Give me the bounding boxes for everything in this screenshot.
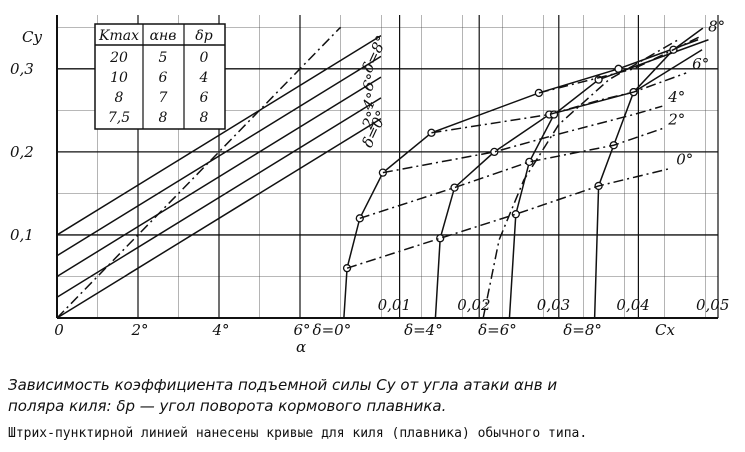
table-cell: 20 xyxy=(109,50,128,66)
x-tick-label: 6° xyxy=(293,321,310,339)
x-tick-label: 4° xyxy=(211,321,229,339)
series-label: 8° xyxy=(708,18,725,36)
y-tick-label: 0,3 xyxy=(10,60,34,78)
alpha-line xyxy=(538,34,703,94)
polar-curve xyxy=(343,39,699,319)
cy-alpha-line xyxy=(56,76,382,278)
x-tick-label: 0,01 xyxy=(378,296,411,314)
x-axis-label: Cx xyxy=(655,321,675,339)
point-marker xyxy=(511,210,520,219)
table-cell: 4 xyxy=(199,70,209,86)
table-cell: 6 xyxy=(200,90,209,106)
cy-alpha-line xyxy=(56,118,382,319)
x-tick-label: 0,03 xyxy=(537,296,570,314)
series-label: δ=4° xyxy=(404,321,443,339)
alpha-line xyxy=(431,72,687,134)
point-marker xyxy=(436,234,445,243)
table-header: αнв xyxy=(150,28,177,44)
y-tick-label: 0,1 xyxy=(10,226,34,244)
table-header: δр xyxy=(195,28,212,44)
table-cell: 8 xyxy=(159,110,168,126)
series-label: 6° xyxy=(358,71,382,94)
series-label: 4° xyxy=(667,88,685,106)
alpha-line xyxy=(382,105,663,174)
x-tick-label: 0,04 xyxy=(616,296,649,314)
cy-alpha-line xyxy=(56,26,342,319)
table-cell: 7 xyxy=(159,90,168,106)
caption: Штрих-пунктирной линией нанесены кривые … xyxy=(8,426,587,441)
cy-alpha-line xyxy=(56,97,382,298)
series-label: 2° xyxy=(358,109,382,133)
x-tick-label: 0,02 xyxy=(457,296,490,314)
table-cell: 5 xyxy=(159,50,168,66)
y-axis-label: Cy xyxy=(22,28,42,46)
table-cell: 6 xyxy=(159,70,168,86)
table-cell: 8 xyxy=(115,90,124,106)
x-axis-label: α xyxy=(296,338,306,356)
polar-curve xyxy=(593,27,704,319)
cy-alpha-line xyxy=(56,34,382,236)
alpha-line xyxy=(346,167,671,269)
cy-alpha-line xyxy=(56,55,382,257)
series-label: 4° xyxy=(358,90,382,114)
series-label: 6° xyxy=(692,55,709,73)
series-label: 0° xyxy=(676,151,693,169)
table-header: Kmax xyxy=(98,28,139,44)
caption: Зависимость коэффициента подъемной силы … xyxy=(8,376,557,394)
table-cell: 10 xyxy=(110,70,128,86)
series-label: δ=6° xyxy=(478,321,517,339)
caption: поляра киля: δр — угол поворота кормовог… xyxy=(8,397,446,415)
table-cell: 8 xyxy=(200,110,209,126)
table-cell: 7,5 xyxy=(108,110,130,126)
x-tick-label: 0,05 xyxy=(696,296,729,314)
series-label: 2° xyxy=(667,111,685,129)
point-marker xyxy=(450,183,459,192)
legend-table: Kmax αнв δр 20 5 0 10 6 4 8 7 6 7,5 8 8 xyxy=(94,23,226,130)
polar-curve xyxy=(482,39,679,319)
x-tick-label: 2° xyxy=(130,321,148,339)
x-tick-label: 0 xyxy=(54,321,64,339)
y-tick-label: 0,2 xyxy=(10,143,34,161)
series-label: δ=8° xyxy=(563,321,602,339)
table-cell: 0 xyxy=(200,50,209,66)
series-label: δ=0° xyxy=(313,321,352,339)
alpha-line xyxy=(359,127,663,220)
